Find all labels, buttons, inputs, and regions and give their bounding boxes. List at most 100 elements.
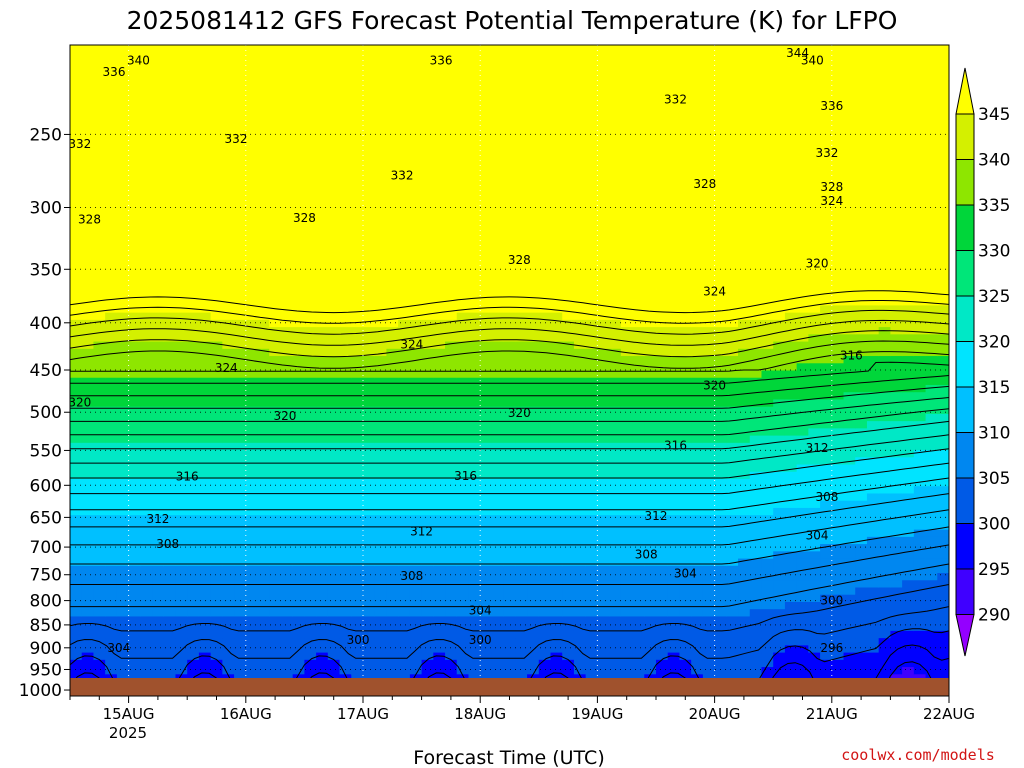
field-cell bbox=[573, 211, 587, 220]
field-cell bbox=[468, 283, 481, 292]
field-cell bbox=[187, 370, 200, 379]
field-cell bbox=[93, 262, 106, 270]
field-cell bbox=[234, 573, 247, 581]
field-cell bbox=[257, 189, 270, 198]
field-cell bbox=[433, 638, 446, 646]
field-cell bbox=[257, 471, 270, 480]
field-cell bbox=[163, 334, 177, 343]
field-cell bbox=[280, 623, 294, 632]
field-cell bbox=[304, 117, 317, 126]
field-cell bbox=[93, 500, 106, 509]
field-cell bbox=[656, 652, 669, 661]
field-cell bbox=[702, 558, 716, 567]
field-cell bbox=[691, 457, 704, 466]
field-cell bbox=[515, 435, 528, 444]
field-cell bbox=[234, 363, 247, 372]
field-cell bbox=[503, 182, 516, 191]
field-cell bbox=[363, 196, 376, 205]
field-cell bbox=[222, 81, 235, 89]
field-cell bbox=[351, 457, 364, 466]
field-cell bbox=[222, 247, 235, 256]
field-cell bbox=[679, 659, 692, 668]
field-cell bbox=[351, 262, 364, 270]
field-cell bbox=[257, 59, 270, 68]
field-cell bbox=[456, 421, 470, 429]
field-cell bbox=[445, 399, 458, 408]
field-cell bbox=[409, 486, 423, 495]
field-cell bbox=[175, 348, 188, 357]
field-cell bbox=[175, 73, 188, 82]
field-cell bbox=[93, 421, 106, 429]
field-cell bbox=[445, 88, 458, 97]
field-cell bbox=[620, 146, 634, 155]
field-cell bbox=[257, 609, 270, 618]
field-cell bbox=[198, 73, 212, 82]
field-cell bbox=[585, 370, 598, 379]
field-cell bbox=[363, 421, 376, 429]
field-cell bbox=[316, 493, 329, 502]
field-cell bbox=[597, 558, 610, 567]
field-cell bbox=[644, 110, 657, 118]
field-cell bbox=[491, 558, 505, 567]
field-cell bbox=[620, 204, 634, 212]
field-cell bbox=[269, 529, 282, 538]
field-cell bbox=[702, 515, 716, 523]
field-cell bbox=[468, 305, 481, 314]
field-cell bbox=[187, 529, 200, 538]
field-cell bbox=[644, 573, 657, 581]
field-cell bbox=[421, 233, 434, 241]
field-cell bbox=[198, 356, 212, 364]
field-cell bbox=[656, 384, 669, 393]
field-cell bbox=[585, 81, 598, 89]
field-cell bbox=[597, 384, 610, 393]
field-cell bbox=[245, 507, 259, 516]
field-cell bbox=[667, 384, 681, 393]
field-cell bbox=[573, 131, 587, 140]
field-cell bbox=[304, 182, 317, 191]
field-cell bbox=[93, 254, 106, 263]
field-cell bbox=[491, 327, 505, 335]
field-cell bbox=[679, 110, 692, 118]
field-cell bbox=[257, 659, 270, 668]
field-cell bbox=[81, 370, 95, 379]
field-cell bbox=[269, 493, 282, 502]
field-cell bbox=[93, 356, 106, 364]
field-cell bbox=[245, 667, 259, 675]
field-cell bbox=[503, 73, 516, 82]
field-cell bbox=[632, 370, 645, 379]
field-cell bbox=[351, 493, 364, 502]
field-cell bbox=[620, 167, 634, 176]
field-cell bbox=[81, 435, 95, 444]
field-cell bbox=[339, 536, 352, 545]
field-cell bbox=[304, 269, 317, 278]
field-cell bbox=[386, 601, 399, 610]
field-cell bbox=[702, 464, 716, 473]
field-cell bbox=[351, 189, 364, 198]
field-cell bbox=[445, 45, 458, 53]
field-cell bbox=[128, 659, 141, 668]
field-cell bbox=[386, 399, 399, 408]
field-cell bbox=[398, 269, 411, 278]
field-cell bbox=[538, 594, 552, 603]
field-cell bbox=[667, 218, 681, 227]
field-cell bbox=[140, 486, 153, 495]
field-cell bbox=[562, 616, 575, 625]
field-cell bbox=[480, 52, 493, 61]
field-cell bbox=[304, 659, 317, 668]
field-cell bbox=[421, 182, 434, 191]
field-cell bbox=[292, 254, 305, 263]
field-cell bbox=[597, 565, 610, 574]
field-cell bbox=[304, 616, 317, 625]
field-cell bbox=[81, 609, 95, 618]
field-cell bbox=[374, 486, 388, 495]
field-cell bbox=[81, 406, 95, 415]
field-cell bbox=[187, 544, 200, 552]
field-cell bbox=[316, 377, 329, 386]
field-cell bbox=[714, 131, 727, 140]
field-cell bbox=[116, 406, 130, 415]
field-cell bbox=[81, 659, 95, 668]
field-cell bbox=[374, 290, 388, 299]
field-cell bbox=[304, 406, 317, 415]
field-cell bbox=[374, 52, 388, 61]
field-cell bbox=[245, 95, 259, 104]
